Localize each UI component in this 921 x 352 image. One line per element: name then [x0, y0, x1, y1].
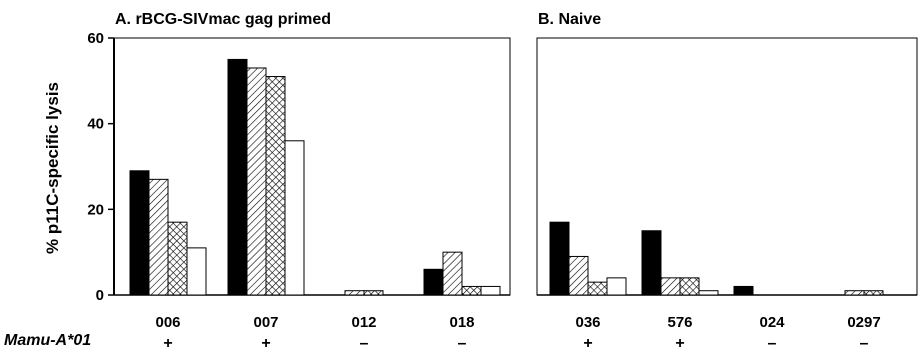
y-axis-ticks: 0 20 40 60: [87, 30, 114, 304]
bar-576-series-4: [698, 290, 719, 296]
y-tick-label: 40: [87, 116, 104, 133]
bar-018-series-4: [480, 285, 501, 296]
genotype-label: +: [261, 335, 270, 352]
genotype-label: –: [860, 335, 869, 352]
mamu-row-label: Mamu-A*01: [4, 332, 91, 349]
bar-036-series-1: [549, 221, 570, 296]
bar-012-series-2: [344, 290, 365, 296]
bar-018-series-3: [461, 285, 482, 296]
y-tick-label: 0: [96, 287, 104, 304]
genotype-label: +: [675, 335, 684, 352]
genotype-label: –: [360, 335, 369, 352]
category-label: 006: [155, 314, 180, 331]
bar-018-series-2: [442, 251, 463, 296]
genotype-label: +: [583, 335, 592, 352]
category-label: 018: [449, 314, 474, 331]
bar-018-series-1: [423, 268, 444, 296]
y-tick-label: 20: [87, 201, 104, 218]
bar-006-series-2: [148, 178, 169, 296]
bar-006-series-1: [129, 170, 150, 296]
bar-007-series-4: [284, 140, 305, 296]
bar-576-series-1: [641, 230, 662, 296]
panel-b-plot-area: [536, 37, 918, 296]
category-label: 576: [667, 314, 692, 331]
bar-576-series-2: [660, 277, 681, 296]
category-label: 007: [253, 314, 278, 331]
bar-007-series-1: [227, 58, 248, 296]
bar-576-series-3: [679, 277, 700, 296]
genotype-label: +: [163, 335, 172, 352]
y-tick-label: 60: [87, 30, 104, 47]
y-axis-label: % p11C-specific lysis: [43, 82, 62, 254]
bar-0297-series-2: [844, 290, 865, 296]
bar-036-series-3: [587, 281, 608, 296]
panel-b-bars: [549, 221, 884, 296]
panel-a-title: A. rBCG-SIVmac gag primed: [115, 11, 331, 28]
bar-006-series-3: [167, 221, 188, 296]
genotype-label: –: [458, 335, 467, 352]
category-label: 024: [759, 314, 785, 331]
bar-007-series-3: [265, 76, 286, 296]
genotype-label: –: [768, 335, 777, 352]
bar-006-series-4: [186, 247, 207, 296]
category-label: 036: [575, 314, 600, 331]
panel-b-title: B. Naive: [538, 11, 601, 28]
panel-a-category-labels: 006 +007 +012 – 018 –: [155, 314, 474, 352]
category-label: 0297: [847, 314, 880, 331]
bar-024-series-1: [733, 285, 754, 296]
panel-a-bars: [129, 58, 501, 296]
bar-007-series-2: [246, 67, 267, 296]
bar-036-series-4: [606, 277, 627, 296]
panel-b-category-labels: 036 +576 +024 – 0297 –: [575, 314, 880, 352]
category-label: 012: [351, 314, 376, 331]
bar-0297-series-3: [863, 290, 884, 296]
bar-036-series-2: [568, 255, 589, 296]
bar-012-series-3: [363, 290, 384, 296]
